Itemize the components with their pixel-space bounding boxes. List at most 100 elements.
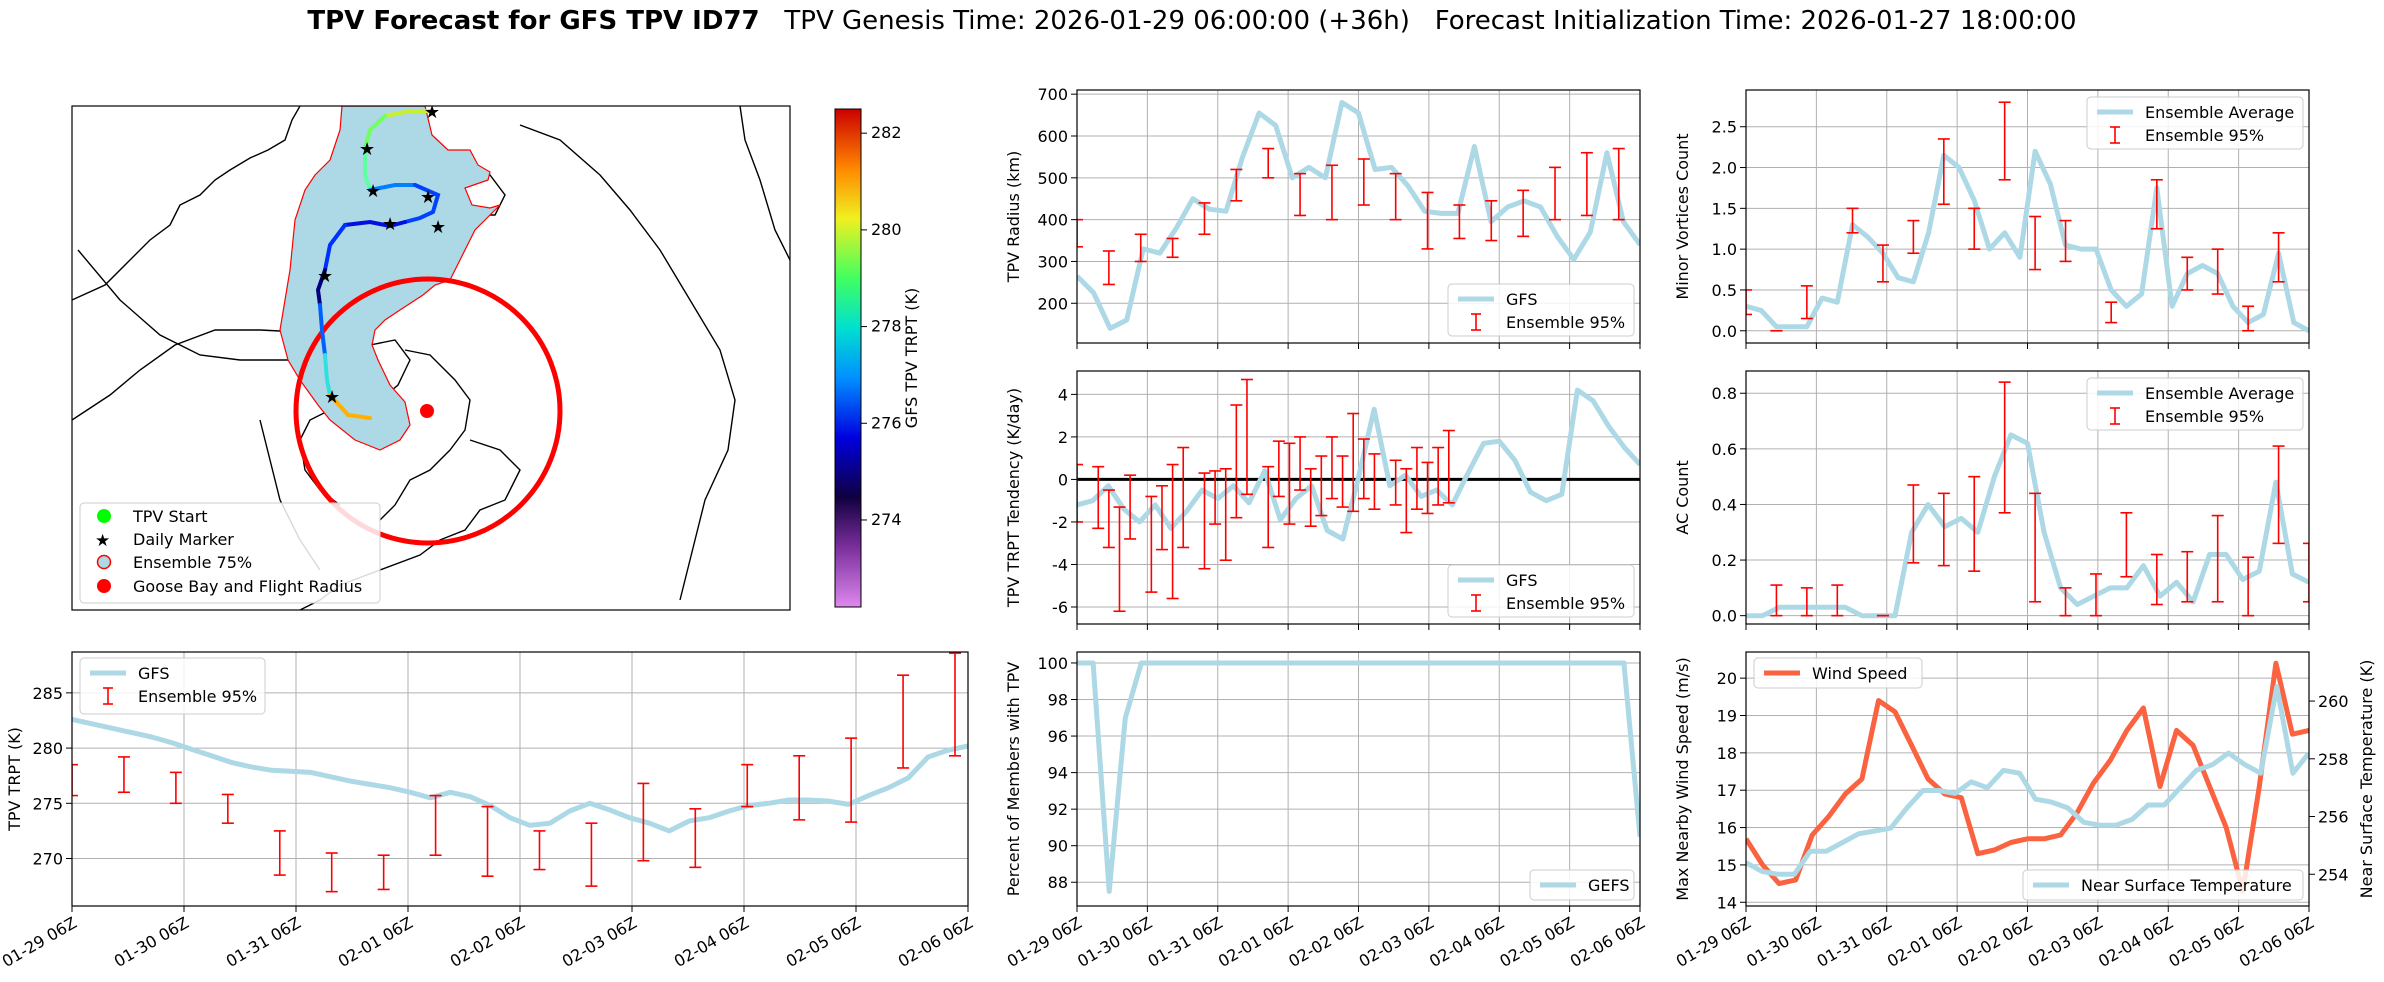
daily-marker: ★ [424, 102, 440, 123]
y-right-tick-label: 256 [2318, 808, 2349, 827]
legend-label: Near Surface Temperature [2081, 876, 2292, 895]
coastline-alaska [72, 106, 301, 301]
y-axis-label: Minor Vortices Count [1673, 133, 1692, 299]
legend: Ensemble Average Ensemble 95% [2086, 96, 2304, 150]
y-right-tick-label: 260 [2318, 692, 2349, 711]
ensemble-95-errorbars [72, 652, 962, 893]
y-tick-label: 285 [32, 684, 63, 703]
ensemble-95-errorbars [1746, 101, 2285, 332]
gfs-track [315, 109, 441, 420]
legend-label: Ensemble 95% [1506, 594, 1625, 613]
y-tick-label: 1.5 [1712, 199, 1737, 218]
series-line-gfs [1077, 100, 1640, 331]
y-tick-label: 18 [1717, 744, 1737, 763]
x-tick-label: 02-01 06Z [1215, 913, 1296, 971]
plot-area [1077, 660, 1640, 894]
plot-area [72, 652, 968, 893]
y-tick-label: 2 [1058, 428, 1068, 447]
legend: GEFS [1529, 869, 1635, 901]
tpv-track-map: ★ ★ ★ ★ ★ ★ ★ ★ TPV Start ★ Daily Marker… [71, 102, 921, 611]
legend-label: Ensemble Average [2145, 103, 2294, 122]
legend-daily-marker: Daily Marker [133, 530, 234, 549]
y-tick-label: 20 [1717, 669, 1737, 688]
colorbar-tick-label: 278 [871, 317, 902, 336]
map-legend: TPV Start ★ Daily Marker Ensemble 75% Go… [79, 502, 381, 604]
plot-area [1746, 381, 2309, 619]
y-tick-label: 2.5 [1712, 118, 1737, 137]
goose-bay-marker [420, 404, 434, 418]
x-tick-label: 02-01 06Z [1884, 913, 1965, 971]
colorbar-tick-label: 282 [871, 123, 902, 142]
legend: GFS Ensemble 95% [1447, 564, 1635, 618]
y-tick-label: 280 [32, 739, 63, 758]
y-right-axis-label: Near Surface Temperature (K) [2357, 660, 2376, 899]
legend-box [1447, 283, 1635, 337]
y-tick-label: 100 [1037, 654, 1068, 673]
x-tick-label: 02-02 06Z [1954, 913, 2035, 971]
y-right-tick-label: 254 [2318, 865, 2349, 884]
series-line-gfs [72, 716, 968, 834]
legend-label: Ensemble 95% [2145, 407, 2264, 426]
coastline-labrador [379, 349, 471, 521]
daily-marker: ★ [317, 266, 333, 287]
x-tick-label: 02-05 06Z [2165, 913, 2246, 971]
x-tick-label: 01-31 06Z [223, 913, 304, 971]
ensemble-95-errorbars [1077, 147, 1625, 286]
legend-goose-bay-icon [97, 579, 111, 593]
y-tick-label: 0.4 [1712, 495, 1737, 514]
legend: GFS Ensemble 95% [1447, 283, 1635, 337]
x-tick-label: 01-31 06Z [1813, 913, 1894, 971]
y-axis-label: Percent of Members with TPV [1004, 662, 1023, 896]
plot-area [1077, 378, 1640, 613]
y-tick-label: 275 [32, 794, 63, 813]
x-tick-label: 01-31 06Z [1144, 913, 1225, 971]
y-tick-label: 16 [1717, 819, 1737, 838]
x-tick-label: 02-01 06Z [335, 913, 416, 971]
x-tick-label: 02-05 06Z [1496, 913, 1577, 971]
legend: GFS Ensemble 95% [79, 657, 266, 715]
y-axis-label: TPV TRPT (K) [5, 727, 24, 832]
y-axis-label: AC Count [1673, 460, 1692, 534]
figure-title-rest: TPV Genesis Time: 2026-01-29 06:00:00 (+… [759, 6, 2077, 36]
ensemble-95-errorbars [1770, 381, 2309, 617]
y-tick-label: 200 [1037, 294, 1068, 313]
grid [1745, 652, 2310, 906]
legend-box [2086, 96, 2304, 150]
y-tick-label: 500 [1037, 169, 1068, 188]
plot-area [1746, 660, 2309, 894]
y-tick-label: 88 [1048, 873, 1068, 892]
legend-box [1529, 869, 1635, 901]
x-tick-label: 02-02 06Z [1285, 913, 1366, 971]
y-tick-label: 0.8 [1712, 384, 1737, 403]
legend-label: GFS [1506, 290, 1537, 309]
plot-area [1746, 101, 2309, 334]
y-tick-label: 0.5 [1712, 281, 1737, 300]
series-line-gfs [1077, 387, 1640, 542]
y-tick-label: 600 [1037, 127, 1068, 146]
colorbar-tick-label: 280 [871, 220, 902, 239]
x-tick-label: 01-30 06Z [1074, 913, 1155, 971]
border-line-2 [77, 249, 290, 361]
legend-label: GEFS [1588, 876, 1630, 895]
colorbar-label: GFS TPV TRPT (K) [902, 288, 921, 428]
y-tick-label: 700 [1037, 85, 1068, 104]
x-tick-label: 02-04 06Z [1426, 913, 1507, 971]
figure-title-bold: TPV Forecast for GFS TPV ID77 [307, 6, 760, 36]
x-tick-label: 01-29 06Z [1004, 913, 1085, 971]
x-tick-label: 02-06 06Z [1567, 913, 1648, 971]
series-line-near-surface-temperature [1746, 684, 2309, 877]
legend-daily-marker-icon: ★ [95, 531, 110, 551]
chart-wind_temp: 14 15 16 17 18 19 20 Max Nearby Wind Speed (m/s… [1673, 651, 2376, 971]
y-axis-label: TPV Radius (km) [1004, 151, 1023, 284]
legend: Near Surface Temperature [2022, 869, 2304, 901]
plot-area [1077, 100, 1640, 331]
y-right-tick-label: 258 [2318, 750, 2349, 769]
daily-marker: ★ [420, 187, 436, 208]
legend-box [1447, 564, 1635, 618]
border-line [72, 329, 301, 421]
x-tick-label: 01-29 06Z [1673, 913, 1754, 971]
legend-tpv-start: TPV Start [132, 507, 208, 526]
colorbar-tick-label: 276 [871, 413, 902, 432]
y-tick-label: 0 [1058, 470, 1068, 489]
ensemble-75-region [279, 106, 501, 451]
